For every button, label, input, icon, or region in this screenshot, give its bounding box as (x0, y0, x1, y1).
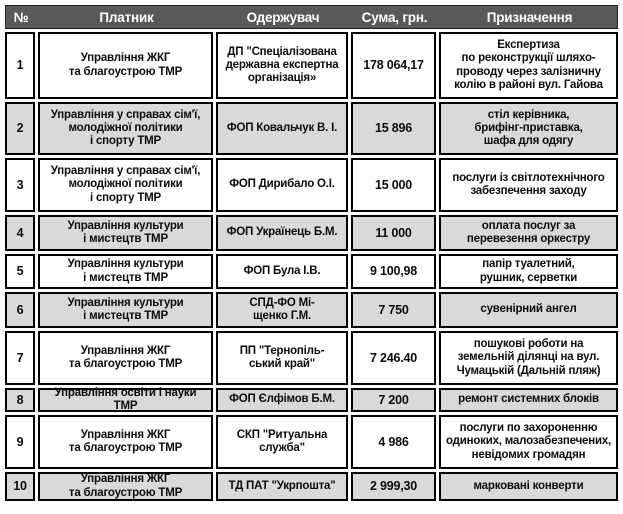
cell-recipient: ПП "Тернопіль- ський край" (216, 331, 348, 385)
cell-num: 10 (5, 472, 35, 501)
column-header-num: № (13, 9, 29, 25)
cell-amount: 7 200 (351, 388, 436, 412)
cell-recipient: СКП "Ритуальна служба" (216, 415, 348, 469)
cell-recipient: ФОП Дирибало О.І. (216, 158, 348, 212)
column-header-payer: Платник (99, 9, 154, 25)
cell-amount: 15 000 (351, 158, 436, 212)
cell-amount: 9 100,98 (351, 254, 436, 289)
cell-purpose: пошукові роботи на земельній ділянці на … (439, 331, 618, 385)
cell-amount: 7 750 (351, 292, 436, 328)
cell-recipient: ФОП Була І.В. (216, 254, 348, 289)
cell-amount: 15 896 (351, 102, 436, 155)
cell-payer: Управління освіти і науки ТМР (38, 387, 213, 412)
payments-table: № Платник Одержувач Сума, грн. Призначен… (5, 5, 618, 501)
cell-payer: Управління культури і мистецтв ТМР (38, 292, 213, 328)
cell-purpose: послуги із світлотехнічного забезпечення… (439, 158, 618, 212)
cell-payer: Управління у справах сім'ї, молодіжної п… (38, 158, 213, 212)
cell-purpose: сувенірний ангел (439, 292, 618, 328)
cell-payer: Управління ЖКГ та благоустрою ТМР (38, 415, 213, 469)
cell-amount: 178 064,17 (351, 32, 436, 99)
cell-recipient: СПД-ФО Мі- щенко Г.М. (216, 292, 348, 328)
cell-amount: 2 999,30 (351, 472, 436, 501)
cell-payer: Управління ЖКГ та благоустрою ТМР (38, 32, 213, 99)
column-header-purpose: Призначення (486, 9, 573, 25)
cell-payer: Управління ЖКГ та благоустрою ТМР (38, 331, 213, 385)
cell-num: 6 (5, 292, 35, 328)
cell-recipient: ДП "Спеціалізована державна експертна ор… (216, 32, 348, 99)
cell-recipient: ФОП Ковальчук В. І. (216, 102, 348, 155)
cell-payer: Управління культури і мистецтв ТМР (38, 215, 213, 251)
cell-num: 5 (5, 254, 35, 289)
cell-num: 1 (5, 32, 35, 99)
cell-purpose: папір туалетний, рушник, серветки (439, 254, 618, 289)
cell-amount: 4 986 (351, 415, 436, 469)
cell-amount: 7 246.40 (351, 331, 436, 385)
table-header-row: № Платник Одержувач Сума, грн. Призначен… (5, 5, 618, 29)
cell-num: 2 (5, 102, 35, 155)
cell-num: 9 (5, 415, 35, 469)
cell-purpose: послуги по захороненню одиноких, малозаб… (439, 415, 618, 469)
column-header-amount: Сума, грн. (361, 9, 428, 25)
table-body: 1 Управління ЖКГ та благоустрою ТМР ДП "… (5, 32, 618, 501)
cell-purpose: оплата послуг за перевезення оркестру (439, 215, 618, 251)
cell-payer: Управління у справах сім'ї, молодіжної п… (38, 102, 213, 155)
cell-num: 8 (5, 388, 35, 412)
cell-purpose: ремонт системних блоків (439, 388, 618, 412)
column-header-recipient: Одержувач (246, 9, 320, 25)
cell-recipient: ФОП Єлфімов Б.М. (216, 388, 348, 412)
cell-payer: Управління культури і мистецтв ТМР (38, 254, 213, 289)
cell-recipient: ТД ПАТ "Укрпошта" (216, 472, 348, 501)
cell-payer: Управління ЖКГ та благоустрою ТМР (38, 472, 213, 501)
cell-num: 4 (5, 215, 35, 251)
cell-num: 3 (5, 158, 35, 212)
cell-purpose: марковані конверти (439, 472, 618, 501)
cell-amount: 11 000 (351, 215, 436, 251)
cell-num: 7 (5, 331, 35, 385)
cell-purpose: стіл керівника, брифінг-приставка, шафа … (439, 102, 618, 155)
cell-purpose: Експертиза по реконструкції шляхо- прово… (439, 32, 618, 99)
cell-recipient: ФОП Українець Б.М. (216, 215, 348, 251)
